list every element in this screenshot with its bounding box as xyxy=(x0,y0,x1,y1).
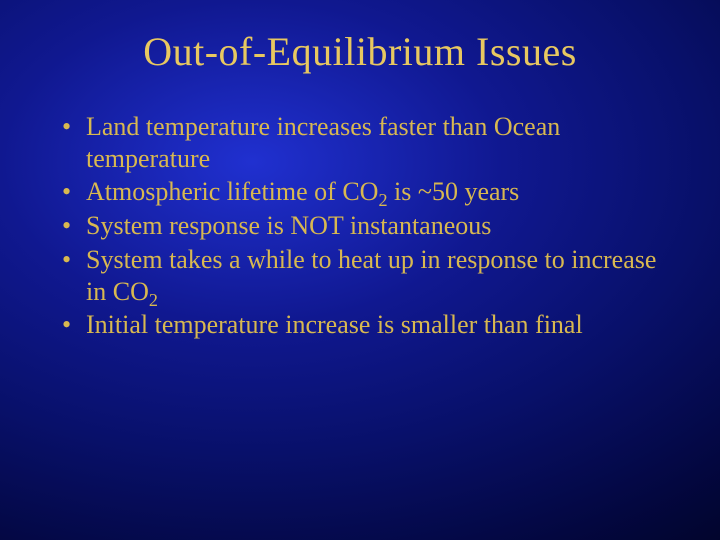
bullet-text: System response is NOT instantaneous xyxy=(86,211,491,240)
bullet-item: Initial temperature increase is smaller … xyxy=(62,309,680,341)
bullet-text: System takes a while to heat up in respo… xyxy=(86,245,656,306)
bullet-list: Land temperature increases faster than O… xyxy=(40,111,680,341)
bullet-item: Land temperature increases faster than O… xyxy=(62,111,680,174)
bullet-item: Atmospheric lifetime of CO2 is ~50 years xyxy=(62,176,680,208)
subscript: 2 xyxy=(149,290,158,310)
subscript: 2 xyxy=(378,191,387,211)
slide: Out-of-Equilibrium Issues Land temperatu… xyxy=(0,0,720,540)
bullet-text: Land temperature increases faster than O… xyxy=(86,112,560,173)
bullet-text: Initial temperature increase is smaller … xyxy=(86,310,583,339)
slide-title: Out-of-Equilibrium Issues xyxy=(40,28,680,75)
bullet-item: System response is NOT instantaneous xyxy=(62,210,680,242)
bullet-item: System takes a while to heat up in respo… xyxy=(62,244,680,307)
bullet-text-after: is ~50 years xyxy=(388,177,520,206)
bullet-text: Atmospheric lifetime of CO xyxy=(86,177,378,206)
